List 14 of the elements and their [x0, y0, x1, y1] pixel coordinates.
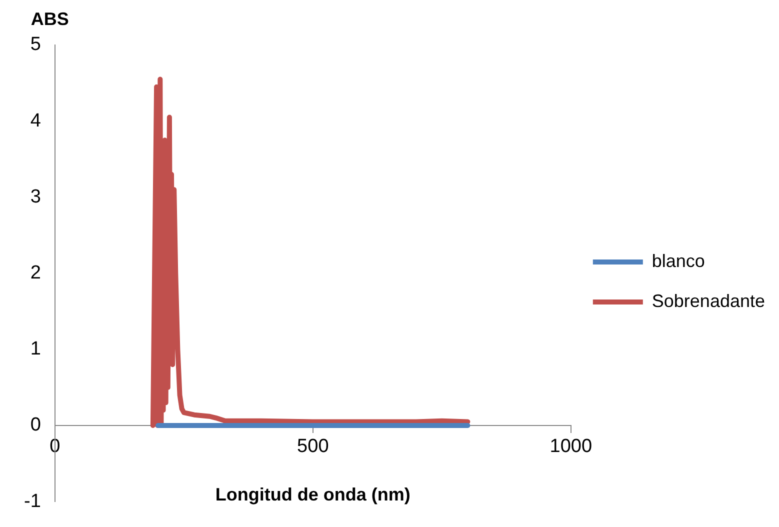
x-tick-label: 500 [297, 436, 329, 458]
y-tick-label: 0 [30, 414, 41, 436]
legend-label: blanco [652, 250, 705, 271]
y-tick-label: 1 [30, 338, 41, 360]
x-axis-title: Longitud de onda (nm) [215, 484, 410, 505]
y-tick-label: 3 [30, 186, 41, 208]
y-axis-title: ABS [30, 8, 69, 29]
legend-label: Sobrenadante [652, 290, 766, 311]
y-tick-label: -1 [24, 490, 41, 512]
y-tick-label: 5 [30, 34, 41, 56]
y-tick-label: 2 [30, 262, 41, 284]
x-tick-label: 0 [50, 436, 60, 458]
y-tick-label: 4 [30, 110, 42, 132]
x-tick-label: 1000 [550, 436, 592, 458]
